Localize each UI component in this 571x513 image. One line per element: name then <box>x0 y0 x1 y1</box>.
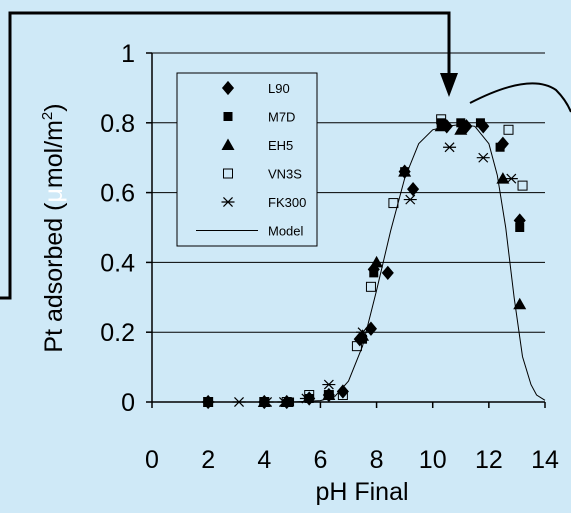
data-point-eh5 <box>370 255 384 268</box>
data-point-fk300 <box>443 142 457 153</box>
y-axis-title-mu: μ <box>40 188 68 202</box>
y-axis-title: Pt adsorbed (μmol/m2) <box>39 103 68 352</box>
y-axis-title-sup: 2 <box>39 112 56 120</box>
data-point-vn3s <box>351 341 362 352</box>
data-point-vn3s <box>323 390 334 401</box>
y-tick-label: 0 <box>121 389 135 417</box>
legend-label-m7d: M7D <box>268 110 295 125</box>
legend-label-l90: L90 <box>268 81 290 96</box>
down-arrow-head <box>440 73 458 97</box>
data-point-l90 <box>460 119 473 134</box>
data-point-m7d <box>475 118 485 128</box>
y-tick-label: 0.6 <box>100 180 135 208</box>
legend-marker-vn3s <box>223 168 233 179</box>
data-point-l90 <box>364 321 378 336</box>
x-tick-label: 2 <box>201 446 215 474</box>
data-point-vn3s <box>365 281 376 292</box>
data-point-eh5 <box>454 123 468 135</box>
data-point-m7d <box>515 223 525 232</box>
data-point-fk300 <box>299 393 313 404</box>
legend-box <box>176 72 318 247</box>
x-tick-label: 0 <box>145 446 159 474</box>
data-point-l90 <box>513 213 526 228</box>
x-axis-title: pH Final <box>315 478 408 506</box>
legend-marker-l90 <box>221 80 235 96</box>
y-tick-label: 1 <box>121 40 135 68</box>
y-axis-title-main: Pt adsorbed ( <box>40 202 68 353</box>
data-point-l90 <box>381 265 394 281</box>
x-tick-label: 14 <box>531 446 559 474</box>
data-point-fk300 <box>322 379 336 390</box>
legend-marker-m7d <box>223 112 233 121</box>
data-point-eh5 <box>280 395 294 407</box>
data-points <box>201 114 528 410</box>
data-point-fk300 <box>277 397 291 407</box>
data-point-eh5 <box>496 172 510 184</box>
y-tick-label: 0.8 <box>100 110 135 138</box>
data-point-m7d <box>456 118 466 128</box>
data-point-m7d <box>495 142 505 152</box>
data-point-fk300 <box>403 194 417 205</box>
legend-label-vn3s: VN3S <box>268 167 302 182</box>
x-tick-label: 4 <box>257 446 271 474</box>
y-tick-label: 0.2 <box>100 319 135 347</box>
left-connector-line <box>0 11 451 300</box>
data-point-fk300 <box>232 397 246 407</box>
x-tick-label: 10 <box>419 446 447 474</box>
data-point-eh5 <box>513 297 527 310</box>
x-tick-label: 6 <box>313 446 327 474</box>
legend: L90 M7D EH5 VN3S FK300 Model <box>176 72 318 247</box>
data-point-vn3s <box>436 114 447 125</box>
data-point-vn3s <box>503 124 514 135</box>
y-tick-label: 0.4 <box>100 249 135 277</box>
x-tick-label: 12 <box>475 446 503 474</box>
data-point-fk300 <box>504 173 518 184</box>
legend-marker-eh5 <box>221 138 235 150</box>
legend-marker-fk300 <box>221 197 235 207</box>
tick-labels: 00.20.40.60.810 2 4 6 8 10 12 14 <box>100 40 559 474</box>
data-point-vn3s <box>337 390 348 401</box>
data-point-eh5 <box>322 388 336 401</box>
data-point-vn3s <box>388 198 399 209</box>
curved-arrow <box>469 82 571 113</box>
data-point-eh5 <box>398 165 412 177</box>
data-point-vn3s <box>304 390 315 401</box>
data-point-fk300 <box>356 327 370 338</box>
data-point-eh5 <box>434 119 448 132</box>
y-axis-title-unit: mol/m <box>40 120 68 188</box>
data-point-fk300 <box>476 152 490 163</box>
data-point-fk300 <box>201 397 215 407</box>
data-point-l90 <box>336 384 349 399</box>
y-axis-title-close: ) <box>40 103 68 111</box>
decorative-arrows <box>0 11 571 300</box>
legend-label-fk300: FK300 <box>268 195 306 210</box>
legend-label-model: Model <box>268 224 304 239</box>
data-point-l90 <box>407 181 420 197</box>
data-point-eh5 <box>356 329 370 341</box>
data-point-l90 <box>440 119 453 134</box>
x-tick-label: 8 <box>370 446 384 474</box>
data-point-fk300 <box>260 397 274 407</box>
data-point-vn3s <box>517 180 528 191</box>
data-point-m7d <box>369 268 379 278</box>
legend-label-eh5: EH5 <box>268 138 293 153</box>
data-point-eh5 <box>257 395 271 407</box>
